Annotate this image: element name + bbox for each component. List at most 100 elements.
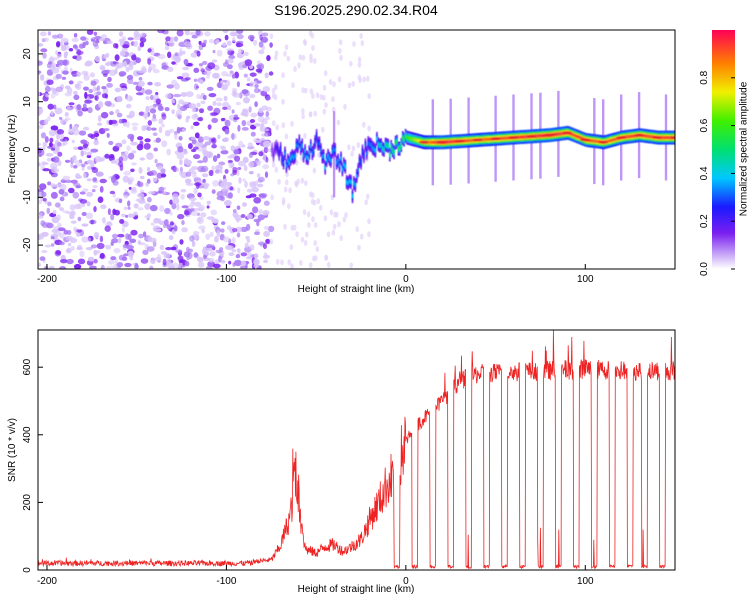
noise-blob <box>310 198 315 205</box>
noise-blob <box>281 72 285 79</box>
ridge-cell <box>331 150 334 154</box>
noise-blob <box>131 186 137 192</box>
ridge-cell <box>525 135 527 139</box>
noise-blob <box>349 60 353 67</box>
noise-blob <box>153 217 160 224</box>
noise-blob <box>236 30 244 34</box>
noise-blob <box>55 50 59 55</box>
noise-blob <box>360 40 365 47</box>
noise-blob <box>337 221 341 228</box>
noise-blob <box>265 111 270 118</box>
noise-blob <box>71 139 75 144</box>
spectrogram-x-ticks: -200 -100 0 100 <box>37 264 594 285</box>
noise-blob <box>179 239 184 245</box>
ridge-cell <box>416 138 418 142</box>
noise-blob <box>316 198 321 205</box>
ridge-cell <box>274 147 276 151</box>
noise-blob <box>236 205 241 210</box>
noise-blob <box>95 171 104 177</box>
noise-blob <box>309 57 313 64</box>
noise-blob <box>73 263 82 269</box>
noise-blob <box>147 58 152 65</box>
noise-blob <box>108 155 115 162</box>
noise-blob <box>145 96 150 100</box>
ridge-cell <box>340 156 342 161</box>
noise-blob <box>233 116 240 120</box>
noise-blob <box>46 79 54 85</box>
noise-blob <box>204 70 212 76</box>
x-tick-label: -200 <box>37 576 57 587</box>
ridge-cell <box>589 139 592 143</box>
noise-blob <box>45 94 49 98</box>
noise-blob <box>284 44 289 51</box>
noise-blob <box>205 265 213 269</box>
noise-blob <box>232 92 241 98</box>
ridge-cell <box>645 134 648 138</box>
noise-blob <box>87 151 93 155</box>
ridge-cell <box>414 138 417 142</box>
noise-blob <box>118 161 124 168</box>
noise-blob <box>41 162 49 165</box>
noise-blob <box>83 150 87 155</box>
noise-blob <box>167 51 172 59</box>
noise-blob <box>290 224 295 231</box>
noise-blob <box>203 182 207 186</box>
noise-blob <box>231 87 238 93</box>
noise-blob <box>281 122 286 129</box>
ridge-cell <box>394 141 397 145</box>
noise-blob <box>193 154 201 160</box>
noise-blob <box>82 41 86 49</box>
noise-blob <box>118 254 126 261</box>
noise-blob <box>121 213 126 218</box>
noise-blob <box>238 48 244 54</box>
noise-blob <box>129 238 137 243</box>
noise-blob <box>104 153 110 159</box>
noise-blob <box>175 249 183 254</box>
noise-blob <box>234 259 242 267</box>
noise-blob <box>111 176 116 183</box>
noise-blob <box>208 93 217 98</box>
noise-blob <box>127 200 131 207</box>
noise-blob <box>336 119 341 126</box>
ridge-cell <box>575 134 578 138</box>
noise-blob <box>263 225 270 230</box>
noise-blob <box>100 264 105 269</box>
noise-blob <box>63 119 68 123</box>
ridge-cell <box>488 137 490 141</box>
noise-blob <box>73 33 78 38</box>
noise-blob <box>183 210 190 216</box>
noise-blob <box>147 120 152 126</box>
noise-blob <box>208 39 215 44</box>
noise-blob <box>126 95 133 102</box>
ridge-cell <box>383 148 385 152</box>
noise-blob <box>96 91 102 95</box>
noise-blob <box>202 156 208 163</box>
noise-blob <box>193 146 199 150</box>
noise-blob <box>131 162 137 166</box>
noise-blob <box>92 86 97 92</box>
noise-blob <box>55 86 64 93</box>
noise-blob <box>153 228 162 232</box>
noise-blob <box>260 123 265 127</box>
y-tick-label: 0 <box>22 146 33 152</box>
ridge-cell <box>397 147 400 151</box>
noise-blob <box>207 62 216 70</box>
noise-blob <box>79 199 88 204</box>
noise-blob <box>190 211 199 217</box>
colorbar-tick-label: 0.4 <box>699 166 710 180</box>
noise-blob <box>152 177 158 182</box>
noise-blob <box>138 200 147 205</box>
noise-blob <box>88 88 93 94</box>
noise-blob <box>227 245 234 251</box>
noise-blob <box>314 255 318 262</box>
noise-blob <box>176 152 184 160</box>
noise-blob <box>335 211 339 218</box>
noise-blob <box>196 50 201 57</box>
noise-blob <box>243 51 249 57</box>
noise-blob <box>301 54 306 61</box>
noise-blob <box>134 262 138 267</box>
noise-blob <box>185 171 192 177</box>
noise-blob <box>309 88 314 95</box>
noise-blob <box>216 102 222 107</box>
ridge-cell <box>595 139 598 143</box>
